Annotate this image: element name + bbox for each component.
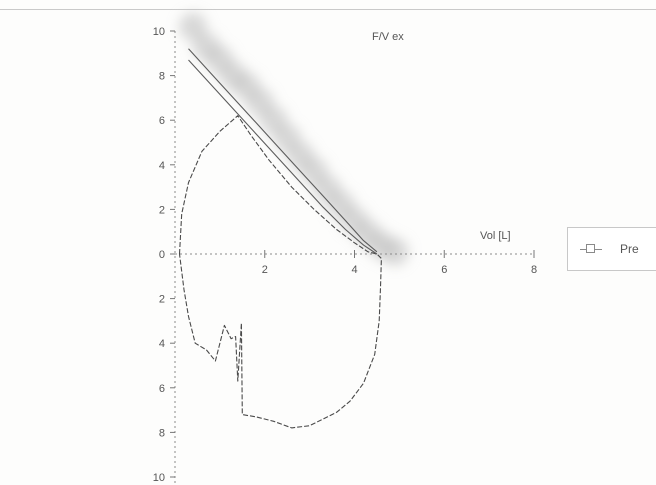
tick-label-layer: 10 8 6 4 2 0 2 4 6 8 10 2 4 6 8 [153, 26, 537, 484]
x-tick-label: 6 [441, 264, 447, 276]
chart-title: F/V ex [372, 31, 404, 43]
predicted-band-blob [178, 12, 207, 41]
series-pre-loop [178, 115, 382, 429]
legend: Pre [567, 227, 656, 271]
predicted-band-blob [380, 237, 409, 266]
y-tick-label: 0 [159, 249, 165, 261]
y-tick-label: 10 [153, 472, 165, 484]
x-axis-label: Vol [L] [480, 230, 511, 242]
y-tick-label: 8 [159, 427, 165, 439]
y-tick-label: 10 [153, 26, 165, 38]
y-tick-label: 6 [159, 383, 165, 395]
axes-layer [170, 30, 535, 485]
y-tick-label: 6 [159, 115, 165, 127]
x-tick-label: 8 [531, 264, 537, 276]
y-tick-label: 4 [159, 160, 165, 172]
frame-top-border [0, 9, 656, 10]
series-layer [178, 48, 382, 429]
y-tick-label: 8 [159, 71, 165, 83]
y-tick-label: 2 [159, 294, 165, 306]
legend-label-pre: Pre [620, 242, 639, 256]
series-predicted-lower-line [188, 59, 378, 255]
series-predicted-upper-line [188, 48, 378, 253]
x-tick-label: 4 [351, 264, 357, 276]
y-tick-label: 4 [159, 338, 165, 350]
predicted-band-layer [178, 12, 409, 266]
legend-swatch-icon [586, 244, 595, 253]
x-tick-label: 2 [262, 264, 268, 276]
y-tick-label: 2 [159, 204, 165, 216]
